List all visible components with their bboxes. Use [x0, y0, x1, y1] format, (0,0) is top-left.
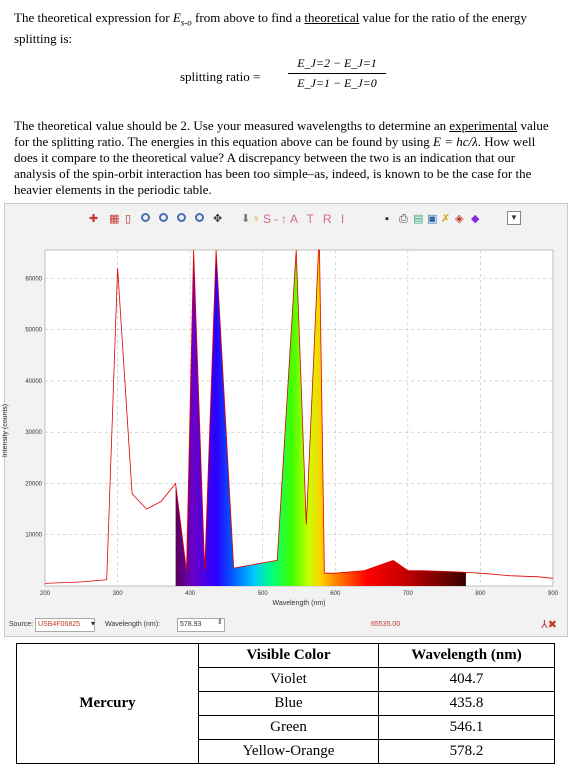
- x-tick-label: 300: [113, 591, 124, 597]
- status-icons[interactable]: ⅄✖: [541, 619, 557, 631]
- header-visible-color: Visible Color: [198, 643, 379, 668]
- grid-icon[interactable]: ▦: [109, 213, 120, 225]
- header-wavelength: Wavelength (nm): [378, 643, 555, 668]
- color-cell: Blue: [198, 691, 379, 716]
- formula-denominator: E_J=1 − E_J=0: [297, 76, 377, 90]
- instruction-text: The theoretical value should be 2. Use y…: [14, 118, 450, 133]
- zoom-in-icon[interactable]: [141, 213, 150, 222]
- experimental-word: experimental: [449, 118, 518, 133]
- theoretical-word: theoretical: [304, 10, 360, 25]
- spectrum-fill: [175, 250, 466, 586]
- energy-subscript: s-o: [180, 17, 192, 28]
- y-tick-label: 10000: [25, 533, 42, 539]
- x-tick-label: 900: [548, 591, 559, 597]
- spectrometer-window: ✚ ▦ ▯ ✥ ⬇ ♀ S-↑A T R I ▪ ⎙ ▤ ▣ ✗ ◈ ◆ ▼ I…: [2, 203, 568, 637]
- x-axis-label: Wavelength (nm): [272, 600, 325, 607]
- select-icon[interactable]: ▯: [125, 213, 132, 225]
- formula-lhs: splitting ratio =: [180, 69, 261, 84]
- color-cell: Yellow-Orange: [198, 739, 379, 764]
- element-name: Mercury: [16, 643, 199, 764]
- y-tick-label: 30000: [25, 430, 42, 436]
- chevron-down-icon[interactable]: ▾: [91, 619, 96, 628]
- wavelength-cell: 435.8: [378, 691, 555, 716]
- y-axis-label: Intensity (counts): [2, 403, 10, 458]
- intro-text: value for the ratio of the energy splitt…: [14, 10, 527, 46]
- x-tick-label: 800: [475, 591, 486, 597]
- formula-fraction: E_J=2 − E_J=1 E_J=1 − E_J=0: [288, 56, 386, 91]
- y-tick-label: 20000: [25, 481, 42, 487]
- wavelength-cell: 404.7: [378, 667, 555, 692]
- peak-icon[interactable]: ✗: [441, 213, 451, 225]
- wavelength-label: Wavelength (nm):: [105, 621, 160, 628]
- source-label: Source:: [9, 621, 34, 628]
- bulb-icon[interactable]: ♀: [252, 213, 261, 225]
- wavelength-table: Mercury Visible Color Wavelength (nm) Vi…: [16, 643, 555, 764]
- wavelength-cell: 578.2: [378, 739, 555, 764]
- zoom-x-icon[interactable]: [177, 213, 186, 222]
- color-cell: Violet: [198, 667, 379, 692]
- energy-equation: E = hc/λ: [433, 134, 478, 149]
- copy-icon[interactable]: ▤: [413, 213, 424, 225]
- save-icon[interactable]: ▪: [385, 213, 389, 225]
- paste-icon[interactable]: ▣: [427, 213, 438, 225]
- instruction-paragraph: The theoretical value should be 2. Use y…: [14, 118, 559, 198]
- mode-letters[interactable]: S-↑A T R I: [263, 212, 348, 226]
- status-bar: Source: USB4F06825 ▾ Wavelength (nm): 57…: [5, 616, 567, 636]
- x-tick-label: 600: [330, 591, 341, 597]
- energy-symbol: E: [172, 10, 181, 25]
- wavelength-cell: 546.1: [378, 715, 555, 740]
- intro-paragraph: The theoretical expression for Es-o from…: [14, 10, 559, 47]
- spectrum-line: [44, 249, 554, 584]
- max-counts: 65535.00: [371, 621, 401, 628]
- source-select[interactable]: USB4F06825: [35, 618, 95, 632]
- zoom-y-icon[interactable]: [195, 213, 204, 222]
- spectrum-plot: Intensity (counts) 200 300 400 500 600 700 800…: [2, 242, 567, 612]
- table-row: Green 546.1: [17, 715, 555, 740]
- x-tick-label: 700: [403, 591, 414, 597]
- intro-text: from above to find a: [191, 10, 305, 25]
- y-tick-label: 60000: [25, 276, 42, 282]
- instruction-text: value for the splitting ratio. The energ…: [14, 118, 549, 149]
- splitting-ratio-formula: splitting ratio = E_J=2 − E_J=1 E_J=1 − …: [180, 56, 420, 100]
- crosshair-icon[interactable]: ✚: [89, 213, 99, 225]
- x-tick-label: 400: [185, 591, 196, 597]
- y-tick-label: 50000: [25, 328, 42, 334]
- x-tick-label: 200: [40, 591, 51, 597]
- zoom-out-icon[interactable]: [159, 213, 168, 222]
- pan-icon[interactable]: ✥: [213, 213, 223, 225]
- x-tick-label: 500: [258, 591, 269, 597]
- print-icon[interactable]: ⎙: [399, 213, 408, 225]
- toolbar-dropdown-icon[interactable]: ▼: [507, 211, 521, 225]
- table-row: Violet 404.7: [17, 667, 555, 692]
- stepper-icon[interactable]: ⇕: [217, 619, 223, 626]
- toolbar: ✚ ▦ ▯ ✥ ⬇ ♀ S-↑A T R I ▪ ⎙ ▤ ▣ ✗ ◈ ◆ ▼: [5, 204, 567, 234]
- y-tick-label: 40000: [25, 379, 42, 385]
- pin-icon[interactable]: ⬇: [241, 213, 251, 225]
- spectrum-chart: 200 300 400 500 600 700 800 900 10000 20000 30000 4…: [25, 249, 559, 607]
- overlay-icon[interactable]: ◈: [455, 213, 464, 225]
- wavelength-input[interactable]: 578.93: [177, 618, 225, 632]
- intro-text: The theoretical expression for: [14, 10, 173, 25]
- instruction-text: . How well does it compare to the theore…: [14, 134, 536, 197]
- color-cell: Green: [198, 715, 379, 740]
- table-row: Yellow-Orange 578.2: [17, 739, 555, 764]
- color-icon[interactable]: ◆: [471, 213, 480, 225]
- formula-numerator: E_J=2 − E_J=1: [288, 56, 386, 74]
